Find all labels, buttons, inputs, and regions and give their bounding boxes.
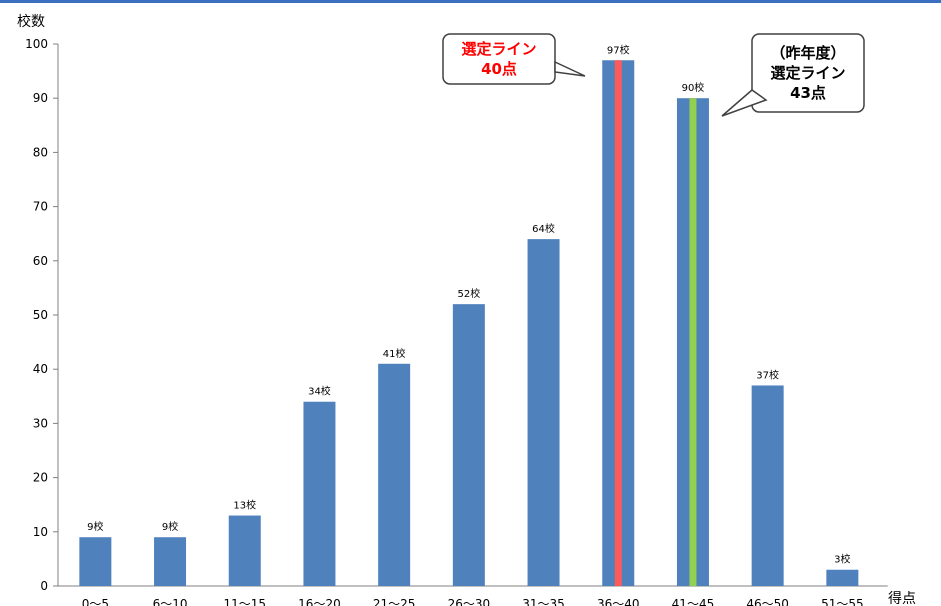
x-tick-label: 6～10	[153, 597, 188, 606]
x-tick-label: 46～50	[746, 597, 789, 606]
bar-value-label: 37校	[756, 368, 779, 381]
callout-text: 選定ライン	[461, 40, 536, 58]
callout-pointer	[554, 60, 586, 77]
bar	[826, 569, 859, 586]
x-tick-label: 36～40	[597, 597, 640, 606]
bar-value-label: 90校	[682, 81, 705, 94]
bar	[751, 385, 784, 586]
highlight-stripe	[614, 60, 622, 586]
bar-value-label: 97校	[607, 43, 630, 56]
bar-value-label: 3校	[834, 553, 850, 566]
y-tick-label: 0	[40, 579, 48, 593]
callout-text: 選定ライン	[770, 64, 845, 82]
bar	[452, 304, 485, 586]
callout-box	[751, 33, 865, 113]
bar-value-label: 9校	[87, 520, 103, 533]
y-tick-label: 90	[33, 91, 48, 105]
callout-text: 43点	[790, 84, 826, 102]
x-tick-label: 31～35	[522, 597, 565, 606]
y-tick-label: 10	[33, 525, 48, 539]
bar-value-label: 52校	[457, 287, 480, 300]
y-tick-label: 50	[33, 308, 48, 322]
y-tick-label: 80	[33, 145, 48, 159]
callout-text: （昨年度）	[770, 44, 845, 62]
callout-pointer	[721, 89, 768, 117]
y-tick-label: 60	[33, 254, 48, 268]
x-tick-label: 0～5	[82, 597, 109, 606]
y-tick-label: 20	[33, 471, 48, 485]
x-axis-label: 得点	[888, 590, 916, 606]
bar	[303, 401, 336, 586]
bar	[154, 537, 187, 586]
y-tick-label: 30	[33, 416, 48, 430]
top-border	[0, 0, 941, 3]
x-tick-label: 21～25	[373, 597, 416, 606]
x-tick-label: 41～45	[672, 597, 715, 606]
bar-value-label: 13校	[233, 499, 256, 512]
bar	[79, 537, 112, 586]
highlight-stripe	[689, 98, 697, 586]
bar-value-label: 34校	[308, 385, 331, 398]
bar	[228, 515, 261, 586]
callout-box	[442, 33, 556, 85]
bar	[527, 239, 560, 586]
y-tick-label: 70	[33, 200, 48, 214]
bar	[378, 363, 411, 586]
x-tick-label: 51～55	[821, 597, 864, 606]
y-tick-label: 40	[33, 362, 48, 376]
x-tick-label: 11～15	[223, 597, 266, 606]
y-tick-label: 100	[25, 37, 48, 51]
bar-value-label: 41校	[383, 347, 406, 360]
bar-value-label: 64校	[532, 222, 555, 235]
x-tick-label: 26～30	[448, 597, 491, 606]
callout-text: 40点	[481, 60, 517, 78]
bar-value-label: 9校	[162, 520, 178, 533]
x-tick-label: 16～20	[298, 597, 341, 606]
y-axis-label: 校数	[17, 13, 45, 30]
